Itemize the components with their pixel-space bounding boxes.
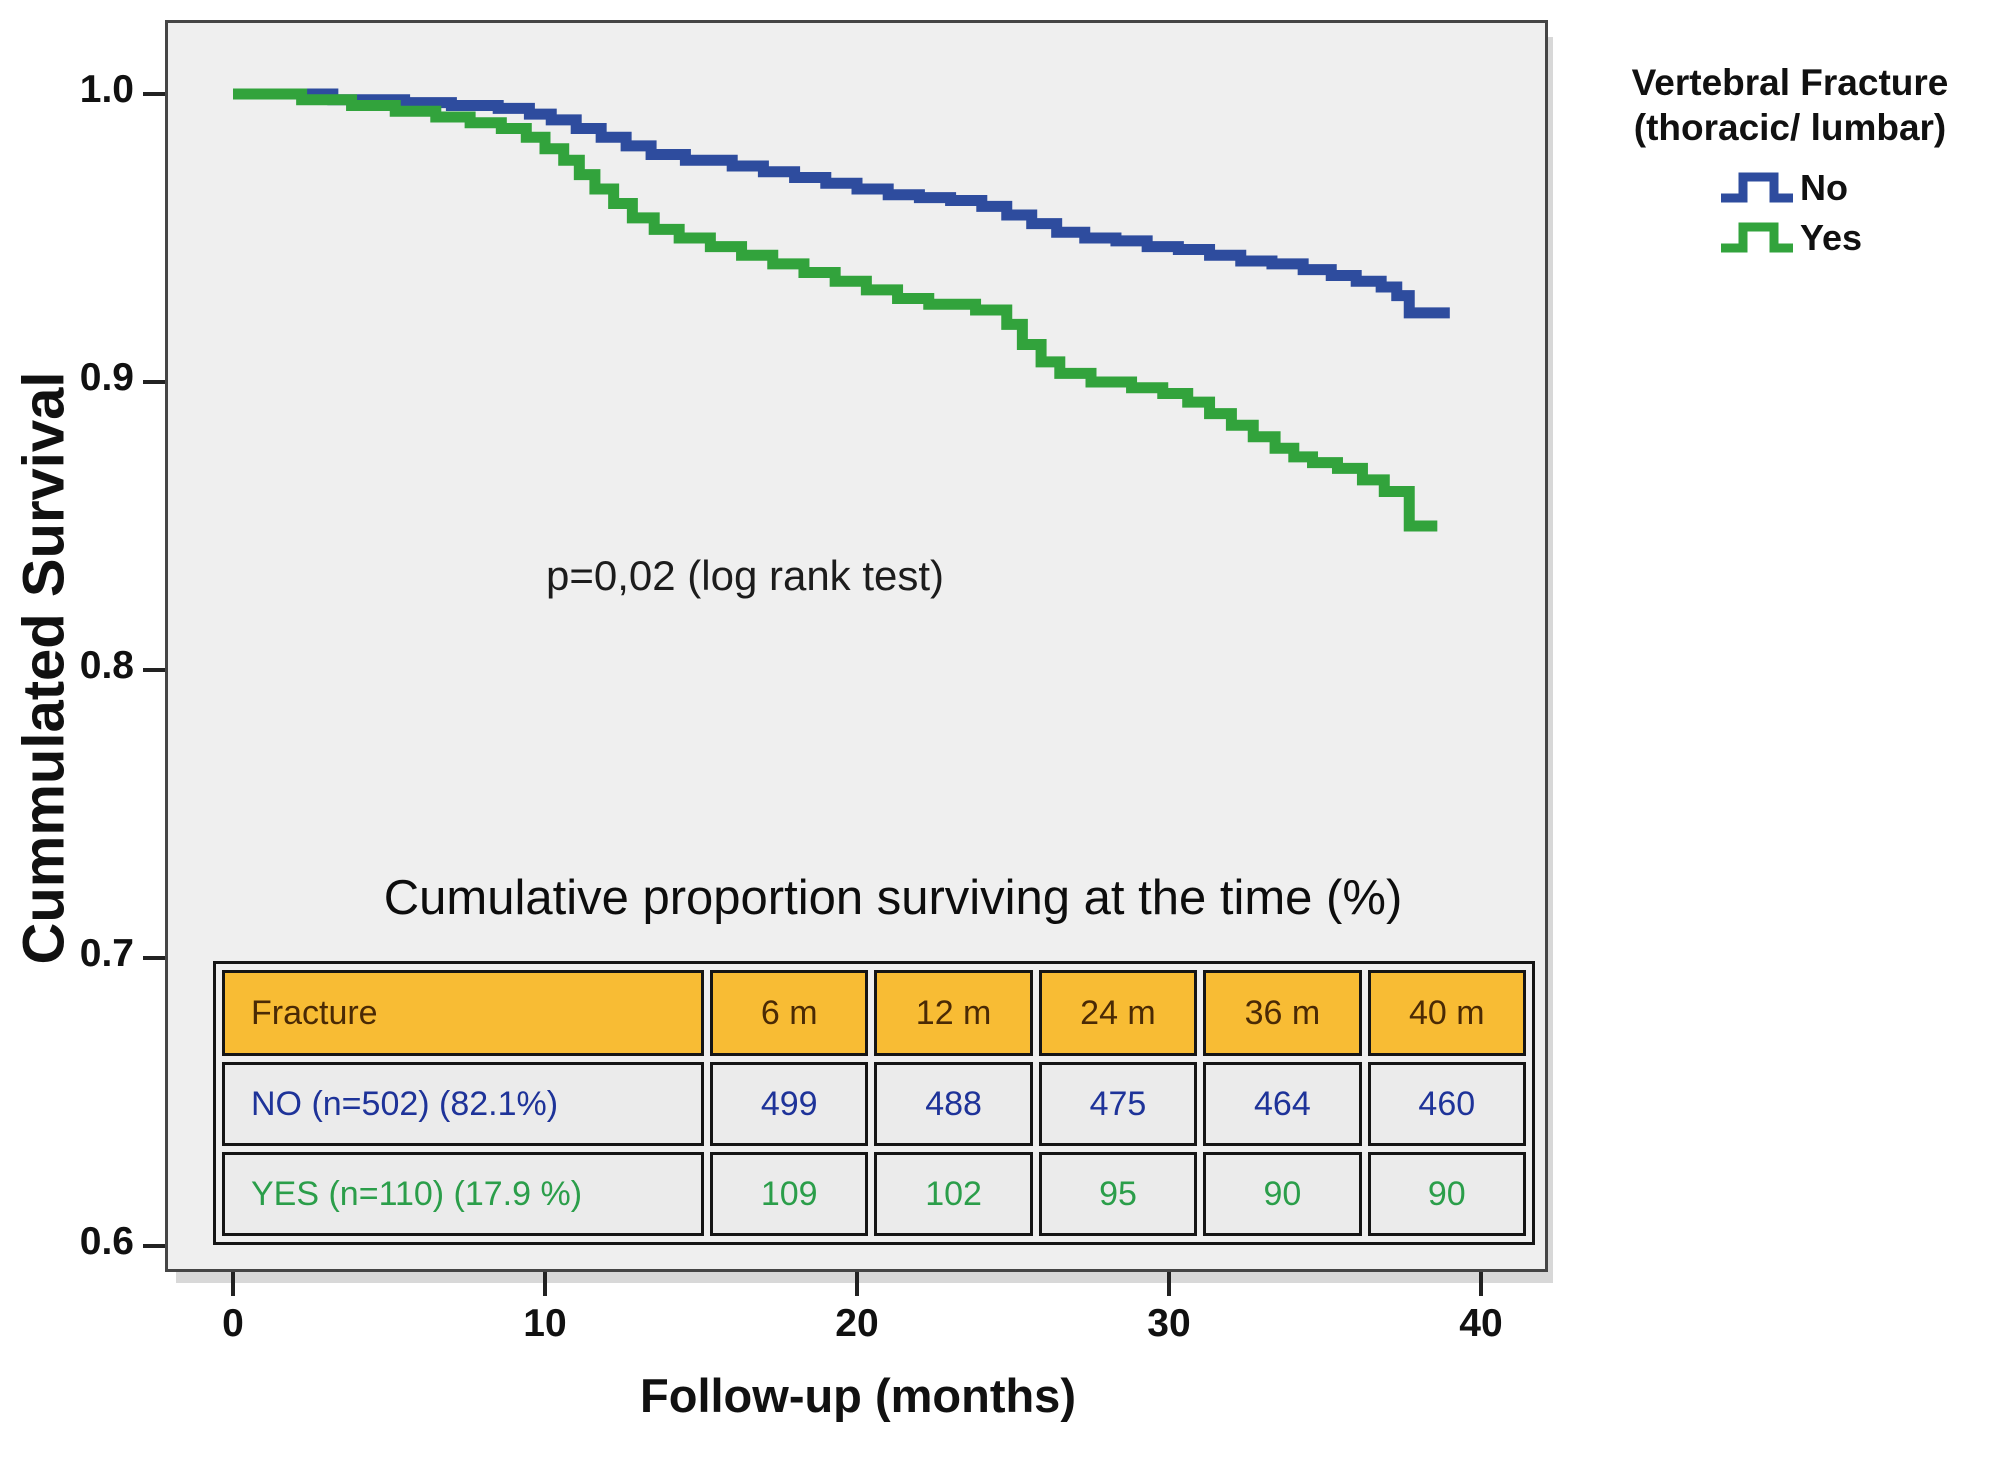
table-value-cell: 499 (710, 1062, 869, 1146)
x-tick-label: 30 (1147, 1302, 1191, 1345)
table-header-cell: 12 m (874, 970, 1033, 1056)
table-value-cell: 464 (1203, 1062, 1362, 1146)
x-axis-title: Follow-up (months) (640, 1369, 1076, 1422)
table-header-cell: 36 m (1203, 970, 1362, 1056)
x-tick-label: 40 (1459, 1302, 1503, 1345)
p-value-annotation: p=0,02 (log rank test) (545, 552, 945, 599)
x-tick-label: 20 (835, 1302, 879, 1345)
y-tick-label: 0.6 (79, 1220, 134, 1263)
table-row: YES (n=110) (17.9 %) 109 102 95 90 90 (222, 1152, 1526, 1236)
table-row-label: YES (n=110) (17.9 %) (222, 1152, 704, 1236)
table-value-cell: 460 (1367, 1062, 1526, 1146)
table-value-cell: 109 (710, 1152, 869, 1236)
table-header-cell: 40 m (1367, 970, 1526, 1056)
table-header-cell: 24 m (1038, 970, 1198, 1056)
legend-title-line1: Vertebral Fracture (1631, 62, 1949, 103)
table-value-cell: 90 (1367, 1152, 1526, 1236)
legend-item-no: No (1718, 166, 1848, 210)
x-tick-label: 0 (222, 1302, 244, 1345)
legend-title-line2: (thoracic/ lumbar) (1633, 107, 1947, 149)
table-value-cell: 102 (874, 1152, 1033, 1236)
step-line-icon (1720, 222, 1793, 253)
table-value-cell: 475 (1038, 1062, 1198, 1146)
legend: Vertebral Fracture (thoracic/ lumbar) No… (1566, 60, 2014, 260)
legend-label-yes: Yes (1799, 217, 1863, 259)
table-value-cell: 90 (1203, 1152, 1362, 1236)
y-tick-label: 0.8 (79, 644, 134, 687)
table-header-row: Fracture 6 m 12 m 24 m 36 m 40 m (222, 970, 1526, 1056)
table-row: NO (n=502) (82.1%) 499 488 475 464 460 (222, 1062, 1526, 1146)
table-value-cell: 488 (874, 1062, 1033, 1146)
table-row-label: NO (n=502) (82.1%) (222, 1062, 704, 1146)
y-tick-label: 0.9 (79, 356, 134, 399)
x-tick-label: 10 (523, 1302, 567, 1345)
legend-label-no: No (1799, 167, 1848, 209)
inset-table: Fracture 6 m 12 m 24 m 36 m 40 m NO (n=502) (8… (213, 961, 1535, 1245)
table-header-cell: 6 m (710, 970, 869, 1056)
step-line-icon (1720, 172, 1793, 203)
survivors-table: Fracture 6 m 12 m 24 m 36 m 40 m NO (n=502) (8… (216, 964, 1532, 1242)
y-tick-label: 0.7 (79, 932, 134, 975)
table-header-cell: Fracture (222, 970, 704, 1056)
legend-items: No Yes (1718, 166, 1862, 260)
y-tick-label: 1.0 (79, 68, 134, 111)
table-value-cell: 95 (1038, 1152, 1198, 1236)
legend-item-yes: Yes (1718, 216, 1862, 260)
inset-table-title: Cumulative proportion surviving at the t… (383, 871, 1403, 925)
legend-title: Vertebral Fracture (thoracic/ lumbar) (1566, 60, 2014, 150)
